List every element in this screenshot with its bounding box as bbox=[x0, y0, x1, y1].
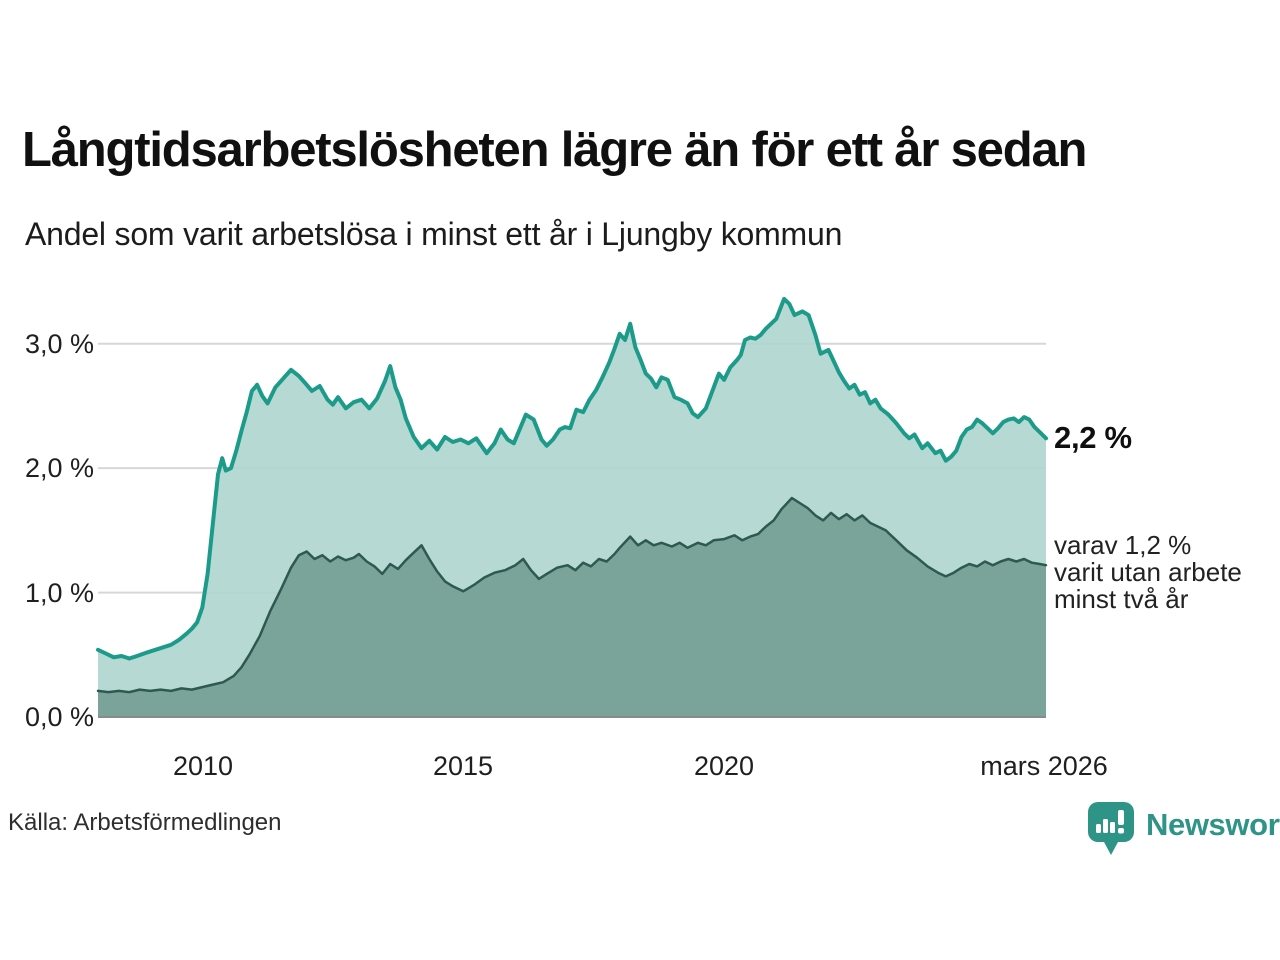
secondary-annotation-line-3: minst två år bbox=[1054, 584, 1189, 614]
secondary-annotation-line-2: varit utan arbete bbox=[1054, 557, 1242, 587]
page-subtitle: Andel som varit arbetslösa i minst ett å… bbox=[25, 216, 843, 252]
y-axis-label-2pct: 2,0 % bbox=[24, 453, 94, 483]
page-title: Långtidsarbetslösheten lägre än för ett … bbox=[22, 123, 1087, 177]
newsworthy-logo: Newsworthy bbox=[1088, 802, 1280, 860]
secondary-annotation-line-1: varav 1,2 % bbox=[1054, 530, 1192, 560]
y-axis-label-1pct: 1,0 % bbox=[24, 578, 94, 608]
newsworthy-bubble-icon bbox=[1088, 802, 1134, 855]
x-axis-label-2015: 2015 bbox=[432, 751, 494, 781]
latest-value-annotation: 2,2 % bbox=[1054, 420, 1132, 455]
x-axis-label-2010: 2010 bbox=[172, 751, 234, 781]
secondary-value-annotation: varav 1,2 % varit utan arbete minst två … bbox=[1054, 532, 1242, 613]
source-note: Källa: Arbetsförmedlingen bbox=[8, 809, 282, 836]
y-axis-label-3pct: 3,0 % bbox=[24, 329, 94, 359]
x-axis-label-2020: 2020 bbox=[693, 751, 755, 781]
y-axis-label-0pct: 0,0 % bbox=[24, 702, 94, 732]
x-axis-label-mars-2026: mars 2026 bbox=[980, 751, 1108, 781]
newsworthy-wordmark: Newsworthy bbox=[1146, 807, 1280, 842]
